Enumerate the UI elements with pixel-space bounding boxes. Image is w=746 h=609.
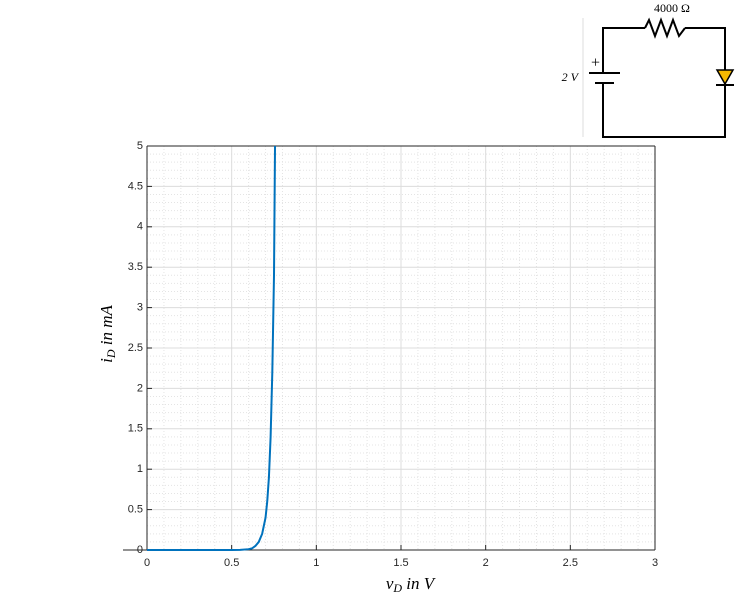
circuit-diagram	[582, 17, 735, 138]
resistor-label: 4000 Ω	[654, 1, 690, 15]
x-tick-label: 0	[144, 557, 150, 569]
x-tick-label: 2	[483, 557, 489, 569]
y-tick-label: 4	[137, 221, 143, 233]
x-tick-label: 3	[652, 557, 658, 569]
source-label: 2 V	[562, 70, 580, 84]
wire	[602, 27, 645, 73]
polarity-label: +	[591, 55, 600, 72]
x-axis-label: vD in V	[386, 574, 437, 597]
y-tick-label: 3	[137, 302, 143, 314]
x-tick-label: 1	[313, 557, 319, 569]
resistor	[644, 17, 686, 39]
x-tick-label: 2.5	[563, 557, 578, 569]
y-tick-label: 4.5	[128, 180, 143, 192]
wire	[602, 83, 726, 138]
data-line	[147, 145, 277, 551]
y-tick-label: 1.5	[128, 423, 143, 435]
y-axis-label: iD in mA	[97, 304, 120, 362]
y-tick-label: 2.5	[128, 342, 143, 354]
x-tick-label: 0.5	[224, 557, 239, 569]
y-tick-label: 1	[137, 463, 143, 475]
y-tick-label: 3.5	[128, 261, 143, 273]
y-tick-label: 5	[137, 140, 143, 152]
y-tick-label: 0.5	[128, 504, 143, 516]
wire	[685, 27, 726, 70]
x-tick-label: 1.5	[393, 557, 408, 569]
diode	[715, 69, 735, 86]
y-tick-label: 2	[137, 382, 143, 394]
